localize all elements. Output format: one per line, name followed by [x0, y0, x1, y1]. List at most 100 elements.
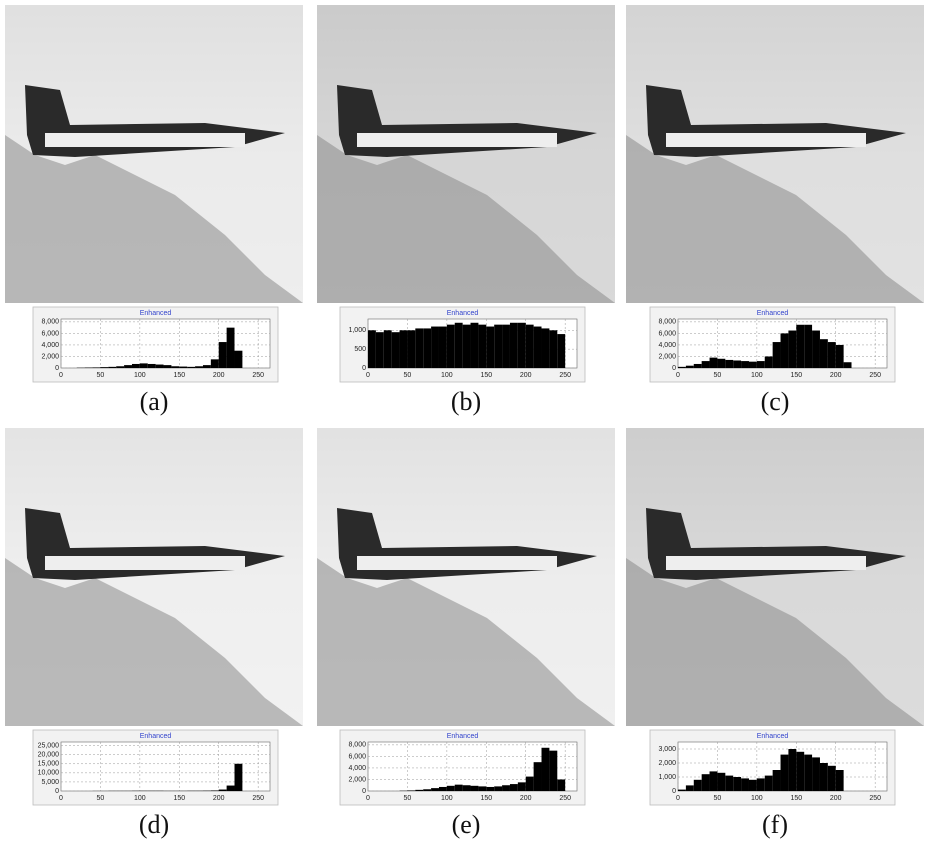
- histogram-bar: [804, 325, 812, 368]
- y-tick-label: 4,000: [41, 342, 59, 349]
- y-tick-label: 5,000: [41, 779, 59, 786]
- y-tick-label: 0: [55, 788, 59, 795]
- histogram-bar: [710, 771, 718, 791]
- histogram-bar: [227, 328, 235, 368]
- histogram-bar: [781, 333, 789, 368]
- histogram-bar: [502, 325, 510, 368]
- y-tick-label: 2,000: [348, 776, 366, 783]
- histogram-bar: [733, 361, 741, 368]
- histogram-bar: [836, 345, 844, 368]
- histogram-bar: [431, 788, 439, 791]
- y-tick-label: 2,000: [658, 353, 676, 360]
- x-tick-label: 50: [404, 795, 412, 802]
- photo: [317, 428, 615, 726]
- x-tick-label: 0: [59, 795, 63, 802]
- histogram-bar: [710, 358, 718, 368]
- y-tick-label: 500: [354, 346, 366, 353]
- histogram-bar: [423, 328, 431, 368]
- y-tick-label: 6,000: [348, 753, 366, 760]
- histogram-bar: [164, 365, 172, 368]
- histogram-bar: [227, 786, 235, 791]
- y-tick-label: 0: [55, 365, 59, 372]
- photo-fuselage: [357, 133, 557, 147]
- y-tick-label: 4,000: [348, 765, 366, 772]
- y-tick-label: 8,000: [658, 319, 676, 326]
- histogram-bar: [557, 334, 565, 368]
- histogram-bar: [486, 327, 494, 368]
- caption: (b): [451, 387, 481, 416]
- x-tick-label: 150: [173, 372, 185, 379]
- histogram-bar: [542, 748, 550, 791]
- histogram-bar: [439, 787, 447, 791]
- histogram-bar: [439, 327, 447, 368]
- x-tick-label: 100: [751, 372, 763, 379]
- histogram-bar: [828, 766, 836, 791]
- histogram-bar: [463, 785, 471, 791]
- histogram-bar: [694, 364, 702, 368]
- y-tick-label: 0: [672, 788, 676, 795]
- histogram-bar: [510, 784, 518, 791]
- histogram-bar: [741, 778, 749, 791]
- x-tick-label: 150: [480, 372, 492, 379]
- histogram-bar: [502, 785, 510, 791]
- x-tick-label: 100: [441, 372, 453, 379]
- histogram-bar: [725, 776, 733, 791]
- figure: 0 2,000 4,000 6,000 8,000 0 50 100 150 200 250 Enha…: [0, 0, 926, 846]
- histogram-bar: [678, 790, 686, 791]
- histogram-bar: [534, 762, 542, 791]
- histogram-bar: [820, 339, 828, 368]
- histogram-bar: [733, 777, 741, 791]
- histogram-bar: [455, 785, 463, 791]
- histogram-bar: [773, 770, 781, 791]
- photo: [5, 428, 303, 726]
- histogram-bar: [124, 365, 132, 368]
- histogram-bar: [211, 359, 219, 368]
- x-tick-label: 200: [213, 795, 225, 802]
- histogram-title: Enhanced: [140, 733, 172, 740]
- y-tick-label: 2,000: [658, 760, 676, 767]
- histogram-bar: [219, 342, 227, 368]
- caption: (c): [761, 387, 790, 416]
- y-tick-label: 1,000: [658, 774, 676, 781]
- y-tick-label: 0: [362, 788, 366, 795]
- x-tick-label: 250: [252, 372, 264, 379]
- x-tick-label: 100: [134, 372, 146, 379]
- histogram-bar: [235, 351, 243, 368]
- histogram-bar: [447, 786, 455, 791]
- histogram-bar: [534, 327, 542, 368]
- histogram-title: Enhanced: [757, 310, 789, 317]
- histogram-bar: [788, 749, 796, 791]
- histogram-bar: [376, 332, 384, 368]
- histogram-bar: [179, 367, 187, 368]
- y-tick-label: 1,000: [348, 327, 366, 334]
- histogram-bar: [407, 790, 415, 791]
- x-tick-label: 150: [790, 372, 802, 379]
- histogram-bar: [93, 367, 101, 368]
- histogram-bar: [494, 786, 502, 791]
- histogram-bar: [471, 323, 479, 368]
- y-tick-label: 0: [362, 365, 366, 372]
- photo-fuselage: [666, 556, 866, 570]
- histogram-bar: [557, 779, 565, 791]
- histogram-bar: [108, 367, 116, 368]
- histogram-bar: [717, 359, 725, 368]
- y-tick-label: 8,000: [348, 742, 366, 749]
- photo-fuselage: [357, 556, 557, 570]
- histogram-bar: [812, 757, 820, 791]
- x-tick-label: 250: [869, 795, 881, 802]
- x-tick-label: 250: [559, 795, 571, 802]
- histogram-bar: [156, 365, 164, 368]
- histogram-bar: [678, 367, 686, 368]
- histogram-bar: [203, 365, 211, 368]
- x-tick-label: 250: [559, 372, 571, 379]
- histogram-bar: [140, 363, 148, 368]
- histogram-bar: [463, 325, 471, 368]
- histogram-bar: [407, 330, 415, 368]
- histogram-title: Enhanced: [447, 733, 479, 740]
- histogram-bar: [820, 763, 828, 791]
- histogram-bar: [526, 325, 534, 368]
- histogram-bar: [384, 330, 392, 368]
- x-tick-label: 50: [97, 795, 105, 802]
